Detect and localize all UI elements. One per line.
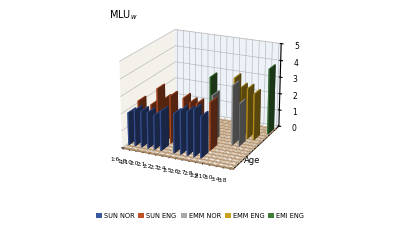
Text: MLU$_w$: MLU$_w$ [109, 8, 138, 22]
Legend: SUN NOR, SUN ENG, EMM NOR, EMM ENG, EMI ENG: SUN NOR, SUN ENG, EMM NOR, EMM ENG, EMI … [93, 210, 307, 221]
